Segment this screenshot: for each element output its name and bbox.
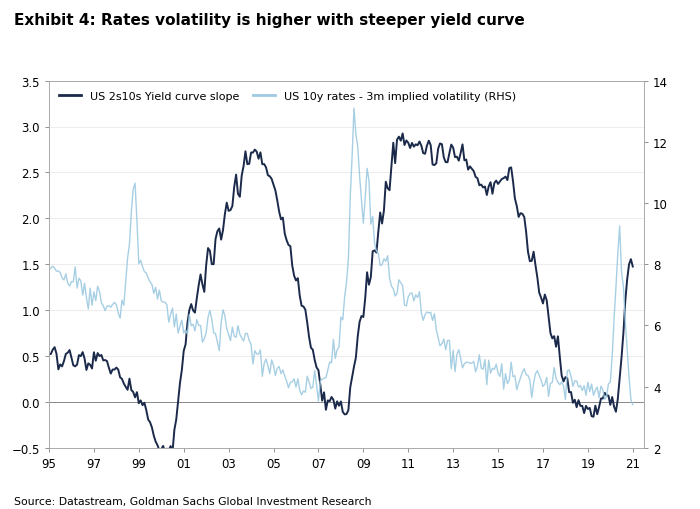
Legend: US 2s10s Yield curve slope, US 10y rates - 3m implied volatility (RHS): US 2s10s Yield curve slope, US 10y rates… (55, 87, 521, 106)
Text: Source: Datastream, Goldman Sachs Global Investment Research: Source: Datastream, Goldman Sachs Global… (14, 496, 372, 506)
Text: Exhibit 4: Rates volatility is higher with steeper yield curve: Exhibit 4: Rates volatility is higher wi… (14, 13, 525, 27)
